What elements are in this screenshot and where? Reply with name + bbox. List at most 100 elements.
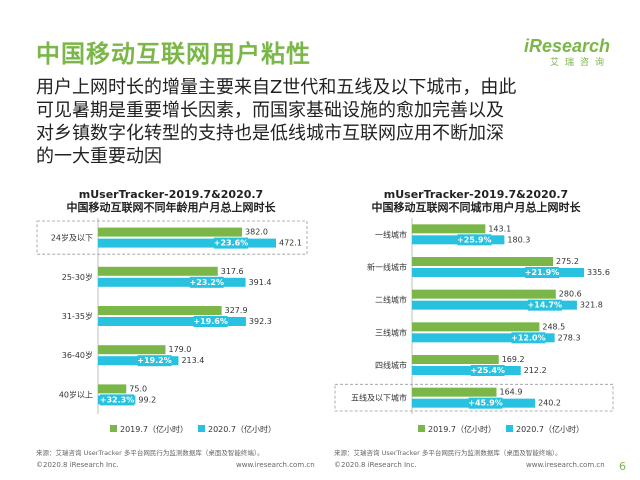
growth-badge: [470, 365, 505, 376]
age-bar-chart: 24岁及以下 382.0 472.1 +23.6% 25-30岁 317.6 391.4 +2…: [36, 218, 308, 434]
growth-badge: [100, 394, 134, 406]
growth-badge: [137, 355, 172, 367]
growth-badge: [468, 397, 503, 409]
left-source-note: 来源：艾瑞咨询 UserTracker 多平台网民行为监测数据库（桌面及智能终端…: [36, 449, 264, 457]
value-label-2020: 278.3: [558, 333, 581, 342]
growth-label: +25.4%: [470, 366, 504, 375]
value-label-2019: 327.9: [225, 306, 248, 315]
value-label-2020: 180.3: [507, 235, 530, 244]
value-label-2019: 75.0: [129, 384, 147, 393]
value-label-2020: 335.6: [587, 268, 610, 277]
category-label: 四线城市: [375, 360, 407, 370]
category-label: 五线及以下城市: [351, 393, 407, 403]
value-label-2020: 472.1: [279, 239, 302, 248]
bar-2020: [412, 268, 584, 277]
category-label: 一线城市: [375, 229, 407, 239]
bar-2019: [412, 355, 499, 364]
bar-2019: [412, 387, 497, 397]
legend-label-2020: 2020.7（亿小时）: [208, 424, 276, 434]
growth-badge: [189, 276, 224, 288]
value-label-2019: 275.2: [556, 257, 579, 266]
bar-2020: [412, 333, 555, 343]
summary-line: 可见暑期是重要增长因素，而国家基础设施的愈加完善以及: [36, 100, 504, 121]
bar-2020: [98, 238, 276, 248]
bar-2019: [412, 322, 540, 332]
bar-2019: [98, 306, 222, 315]
growth-badge: [457, 234, 492, 246]
bar-2019: [98, 227, 243, 237]
value-label-2019: 382.0: [245, 228, 268, 237]
right-chart-title: mUserTracker-2019.7&2020.7 中国移动互联网不同城市用户…: [336, 188, 616, 214]
growth-label: +23.6%: [214, 239, 248, 248]
growth-label: +21.9%: [525, 268, 559, 277]
legend-label-2019: 2019.7（亿小时）: [428, 424, 496, 434]
value-label-2020: 391.4: [249, 278, 272, 287]
value-label-2019: 280.6: [559, 290, 582, 299]
right-footer-copyright: ©2020.8 iResearch Inc.: [334, 461, 417, 469]
iresearch-logo: iResearch 艾瑞咨询: [524, 36, 610, 68]
left-footer-copyright: ©2020.8 iResearch Inc.: [36, 461, 119, 469]
category-label: 二线城市: [375, 295, 407, 305]
logo-sub-text: 艾瑞咨询: [549, 58, 610, 68]
summary-paragraph: 用户上网时长的增量主要来自Z世代和五线及以下城市，由此 可见暑期是重要增长因素，…: [36, 76, 616, 168]
growth-badge: [527, 299, 562, 311]
bar-2020: [412, 300, 577, 310]
page-number: 6: [619, 460, 626, 473]
value-label-2019: 317.6: [221, 267, 244, 276]
logo-main-text: iResearch: [523, 36, 610, 56]
growth-label: +45.9%: [468, 399, 502, 408]
growth-label: +32.3%: [100, 395, 134, 404]
bar-2020: [98, 277, 246, 287]
value-label-2020: 213.4: [181, 356, 204, 365]
page-title: 中国移动互联网用户粘性: [36, 40, 311, 68]
growth-label: +23.2%: [190, 278, 224, 287]
legend-label-2019: 2019.7（亿小时）: [120, 424, 188, 434]
growth-label: +25.9%: [457, 235, 491, 244]
left-chart-title: mUserTracker-2019.7&2020.7 中国移动互联网不同年龄用户…: [36, 188, 306, 214]
growth-badge: [193, 316, 228, 327]
growth-badge: [511, 332, 546, 344]
value-label-2019: 143.1: [488, 224, 511, 233]
summary-line: 对乡镇数字化转型的支持也是低线城市互联网应用不断加深: [36, 123, 504, 144]
left-chart-title-line2: 中国移动互联网不同年龄用户月总上网时长: [66, 201, 276, 214]
left-footer-url: www.iresearch.com.cn: [236, 461, 315, 469]
value-label-2020: 240.2: [538, 399, 561, 408]
right-chart-title-line1: mUserTracker-2019.7&2020.7: [383, 188, 569, 201]
value-label-2019: 164.9: [500, 388, 523, 397]
category-label: 36-40岁: [62, 350, 93, 360]
bar-2020: [98, 317, 246, 326]
category-label: 25-30岁: [62, 272, 93, 282]
growth-label: +19.6%: [193, 317, 227, 326]
category-label: 24岁及以下: [51, 233, 93, 243]
value-label-2020: 321.8: [580, 301, 603, 310]
growth-label: +14.7%: [528, 301, 562, 310]
growth-label: +19.2%: [137, 356, 171, 365]
highlight-box: [36, 220, 308, 255]
bar-2019: [98, 345, 166, 355]
value-label-2019: 169.2: [502, 355, 525, 364]
highlight-box: [334, 383, 614, 412]
growth-label: +12.0%: [511, 333, 545, 342]
growth-badge: [214, 237, 249, 249]
value-label-2020: 212.2: [524, 366, 547, 375]
right-source-note: 来源：艾瑞咨询 UserTracker 多平台网民行为监测数据库（桌面及智能终端…: [334, 449, 562, 457]
legend-swatch-2019: [418, 425, 425, 432]
bar-2019: [412, 289, 556, 299]
legend-swatch-2020: [198, 425, 205, 432]
city-bar-chart: 一线城市 143.1 180.3 +25.9% 新一线城市 275.2 335.6 +21.9…: [334, 218, 614, 434]
value-label-2019: 248.5: [542, 322, 565, 331]
category-label: 31-35岁: [62, 311, 93, 321]
left-chart-title-line1: mUserTracker-2019.7&2020.7: [78, 188, 264, 201]
growth-badge: [525, 267, 560, 278]
value-label-2020: 99.2: [138, 395, 156, 404]
category-label: 新一线城市: [367, 262, 407, 272]
bar-2019: [98, 384, 127, 394]
bar-2019: [412, 257, 554, 266]
category-label: 三线城市: [375, 327, 407, 337]
summary-line: 的一大重要动因: [36, 146, 162, 167]
legend-swatch-2020: [506, 425, 513, 432]
right-chart-title-line2: 中国移动互联网不同城市用户月总上网时长: [371, 201, 581, 214]
value-label-2020: 392.3: [249, 317, 272, 326]
bar-2020: [412, 366, 521, 375]
bar-2019: [98, 266, 218, 276]
